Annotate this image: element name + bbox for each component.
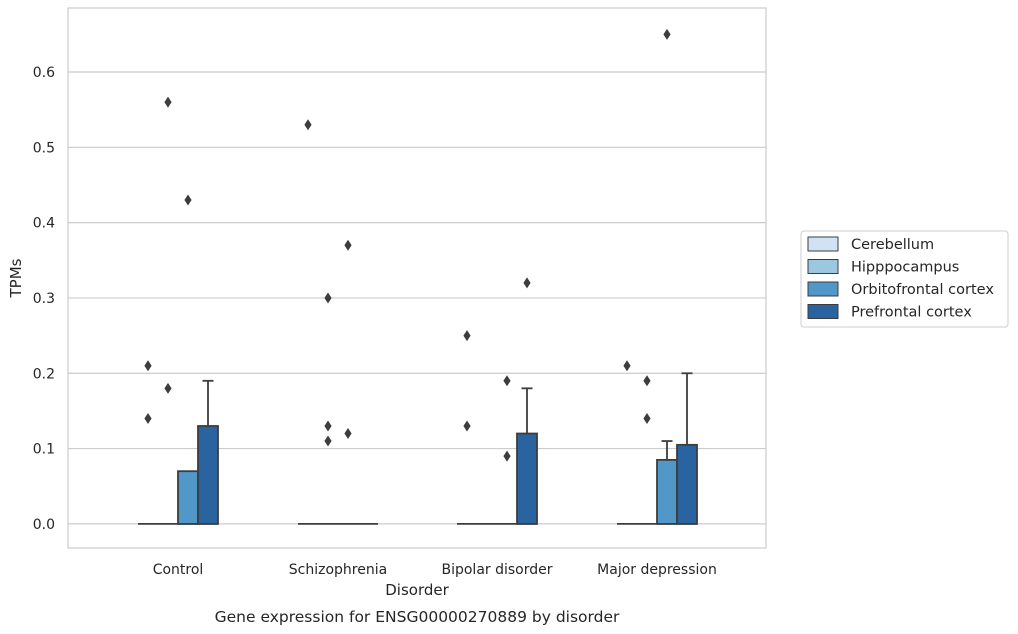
box-body: [516, 432, 538, 525]
y-tick-label: 0.5: [33, 140, 55, 156]
outlier-points: [144, 28, 671, 462]
x-tick-label: Schizophrenia: [289, 562, 387, 578]
outlier-marker: [463, 420, 471, 432]
box-body: [656, 458, 678, 525]
outlier-marker: [344, 239, 352, 251]
gridlines: [68, 71, 766, 525]
figure-caption: Gene expression for ENSG00000270889 by d…: [215, 608, 620, 626]
box-orbitofrontal-cortex: [177, 470, 199, 525]
box-body: [676, 443, 698, 525]
x-axis-title: Disorder: [385, 581, 449, 599]
legend: Cerebellum Hipppocampus Orbitofrontal cort…: [800, 230, 1009, 328]
outlier-marker: [164, 96, 172, 108]
outlier-marker: [503, 375, 511, 387]
box-prefrontal-cortex: [676, 372, 698, 525]
outlier-marker: [623, 360, 631, 372]
x-tick-label: Bipolar disorder: [441, 562, 552, 578]
legend-swatch: [807, 259, 839, 274]
y-axis-ticks: 0.0 0.1 0.2 0.3 0.4 0.5 0.6: [33, 65, 55, 533]
x-tick-label: Control: [153, 562, 204, 578]
outlier-marker: [463, 330, 471, 342]
legend-label: Hipppocampus: [851, 260, 959, 276]
legend-label: Orbitofrontal cortex: [851, 282, 994, 298]
y-tick-label: 0.3: [33, 291, 55, 307]
outlier-marker: [304, 119, 312, 131]
plot-area: [67, 7, 767, 549]
legend-swatch: [807, 236, 839, 252]
legend-swatch: [807, 304, 839, 319]
outlier-marker: [324, 435, 332, 447]
outlier-marker: [643, 412, 651, 424]
outlier-marker: [144, 360, 152, 372]
y-tick-label: 0.6: [33, 65, 55, 81]
outlier-marker: [324, 292, 332, 304]
x-tick-label: Major depression: [597, 562, 717, 578]
outlier-marker: [344, 428, 352, 440]
box-prefrontal-cortex: [516, 387, 538, 525]
y-tick-label: 0.0: [33, 517, 55, 533]
outlier-marker: [523, 277, 531, 289]
box-body: [197, 425, 219, 525]
box-body: [177, 470, 199, 525]
y-tick-label: 0.2: [33, 366, 55, 382]
y-tick-label: 0.1: [33, 442, 55, 458]
box-orbitofrontal-cortex: [656, 440, 678, 525]
outlier-marker: [164, 382, 172, 394]
x-axis-ticks: Control Schizophrenia Bipolar disorder Majo…: [153, 562, 717, 578]
outlier-marker: [663, 28, 671, 40]
outlier-marker: [324, 420, 332, 432]
box-prefrontal-cortex: [197, 379, 219, 525]
legend-label: Cerebellum: [851, 237, 934, 253]
legend-frame: [800, 230, 1009, 328]
legend-label: Prefrontal cortex: [851, 305, 972, 321]
y-axis-title: TPMs: [7, 258, 25, 298]
legend-swatch: [807, 281, 839, 297]
y-tick-label: 0.4: [33, 216, 55, 232]
outlier-marker: [144, 412, 152, 424]
boxplot-groups: [138, 372, 698, 525]
outlier-marker: [184, 194, 192, 206]
outlier-marker: [503, 450, 511, 462]
outlier-marker: [643, 375, 651, 387]
